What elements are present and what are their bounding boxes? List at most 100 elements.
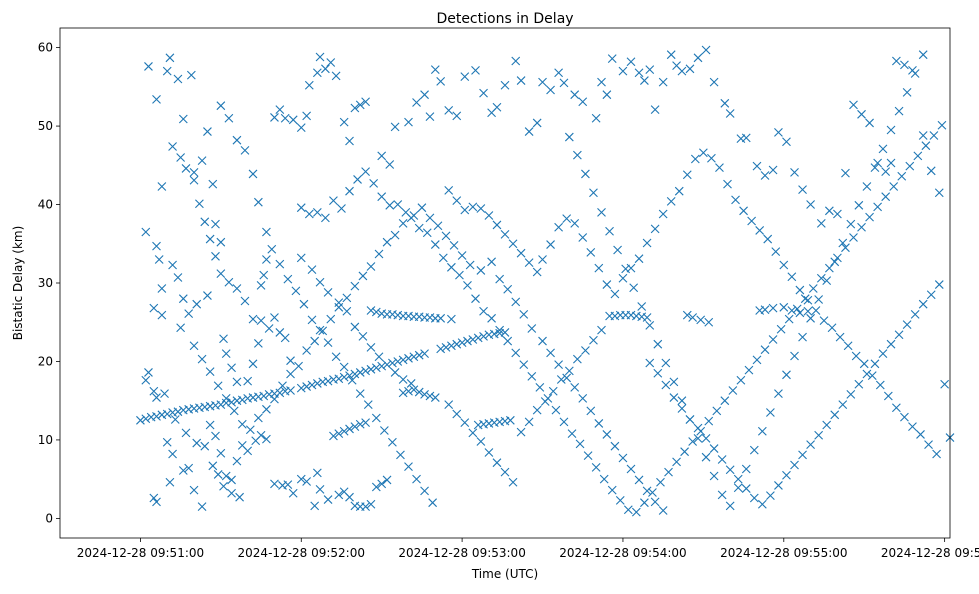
data-point: [213, 470, 223, 479]
data-point: [406, 213, 416, 223]
data-point: [420, 90, 429, 100]
data-point: [414, 350, 424, 360]
data-point: [701, 452, 711, 462]
data-point: [701, 45, 711, 55]
data-point: [294, 361, 303, 371]
data-point: [350, 369, 360, 379]
data-point: [803, 306, 813, 316]
data-point: [862, 369, 872, 379]
data-point: [358, 271, 368, 281]
data-point: [519, 360, 529, 369]
data-point: [216, 269, 226, 278]
data-point: [350, 281, 360, 291]
data-point: [725, 501, 735, 511]
data-point: [578, 97, 588, 107]
data-point: [610, 441, 620, 451]
data-point: [674, 186, 684, 196]
data-point: [302, 382, 312, 391]
data-point: [304, 80, 314, 90]
data-point: [345, 186, 354, 196]
data-point: [329, 431, 338, 441]
data-point: [602, 90, 612, 100]
data-point: [897, 171, 907, 181]
data-point: [471, 294, 480, 304]
data-point: [446, 262, 456, 272]
y-tick-label: 40: [38, 198, 53, 212]
data-point: [425, 391, 435, 401]
data-point: [200, 441, 210, 451]
data-point: [361, 167, 370, 176]
data-point: [669, 377, 679, 387]
data-point: [262, 227, 271, 237]
data-point: [366, 499, 376, 509]
data-point: [345, 136, 354, 146]
data-point: [814, 295, 824, 304]
data-point: [455, 270, 464, 280]
data-point: [532, 405, 542, 415]
data-point: [205, 420, 215, 430]
data-point: [725, 465, 735, 475]
data-point: [154, 255, 164, 264]
data-point: [833, 253, 842, 263]
data-point: [709, 77, 719, 87]
data-point: [288, 115, 298, 125]
data-point: [152, 95, 161, 104]
x-tick-label: 2024-12-28 09:51:00: [77, 546, 204, 560]
data-point: [393, 200, 403, 209]
data-point: [900, 412, 909, 422]
x-tick-label: 2024-12-28 09:52:00: [238, 546, 365, 560]
data-point: [752, 355, 762, 365]
data-point: [559, 78, 569, 88]
y-tick-label: 0: [45, 511, 53, 525]
plot-area: [136, 45, 955, 517]
data-point: [417, 203, 427, 213]
data-point: [329, 196, 338, 206]
data-point: [310, 336, 320, 346]
data-point: [712, 406, 722, 416]
data-point: [774, 389, 783, 399]
data-point: [511, 56, 521, 66]
data-point: [136, 415, 145, 425]
data-point: [361, 97, 370, 107]
data-point: [184, 463, 194, 473]
data-point: [835, 332, 845, 342]
data-point: [382, 360, 392, 369]
data-point: [918, 50, 928, 60]
data-point: [203, 127, 212, 136]
data-point: [816, 273, 826, 283]
data-point: [690, 154, 700, 164]
data-point: [430, 65, 440, 74]
data-point: [259, 270, 269, 280]
data-point: [248, 169, 258, 179]
data-point: [334, 302, 344, 312]
data-point: [262, 434, 271, 444]
data-point: [275, 388, 285, 398]
data-point: [227, 363, 236, 373]
data-point: [262, 255, 271, 264]
data-point: [436, 76, 446, 86]
data-point: [262, 404, 271, 414]
data-point: [396, 450, 405, 460]
data-point: [760, 345, 770, 355]
data-point: [168, 142, 177, 151]
data-point: [798, 185, 807, 195]
data-point: [849, 233, 858, 242]
data-point: [312, 207, 322, 217]
data-point: [688, 437, 698, 446]
data-point: [283, 480, 293, 490]
data-point: [811, 306, 821, 315]
data-point: [350, 322, 360, 332]
data-point: [524, 417, 534, 427]
x-tick-label: 2024-12-28 09:54:00: [559, 546, 686, 560]
data-point: [516, 427, 526, 437]
data-point: [422, 228, 432, 238]
data-point: [235, 492, 244, 502]
data-point: [323, 288, 333, 297]
data-point: [216, 400, 226, 410]
data-point: [141, 227, 151, 237]
data-point: [240, 296, 250, 306]
data-point: [243, 376, 253, 386]
data-point: [385, 160, 395, 169]
data-point: [594, 263, 604, 273]
